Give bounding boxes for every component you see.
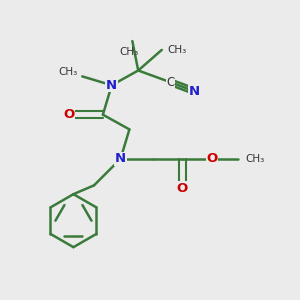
Text: O: O xyxy=(206,152,218,165)
Text: O: O xyxy=(63,108,75,121)
Text: O: O xyxy=(177,182,188,195)
Text: CH₃: CH₃ xyxy=(120,47,139,57)
Text: CH₃: CH₃ xyxy=(168,45,187,55)
Text: N: N xyxy=(115,152,126,165)
Text: N: N xyxy=(189,85,200,98)
Text: CH₃: CH₃ xyxy=(246,154,265,164)
Text: N: N xyxy=(106,79,117,92)
Text: CH₃: CH₃ xyxy=(58,67,78,77)
Text: C: C xyxy=(167,76,175,89)
